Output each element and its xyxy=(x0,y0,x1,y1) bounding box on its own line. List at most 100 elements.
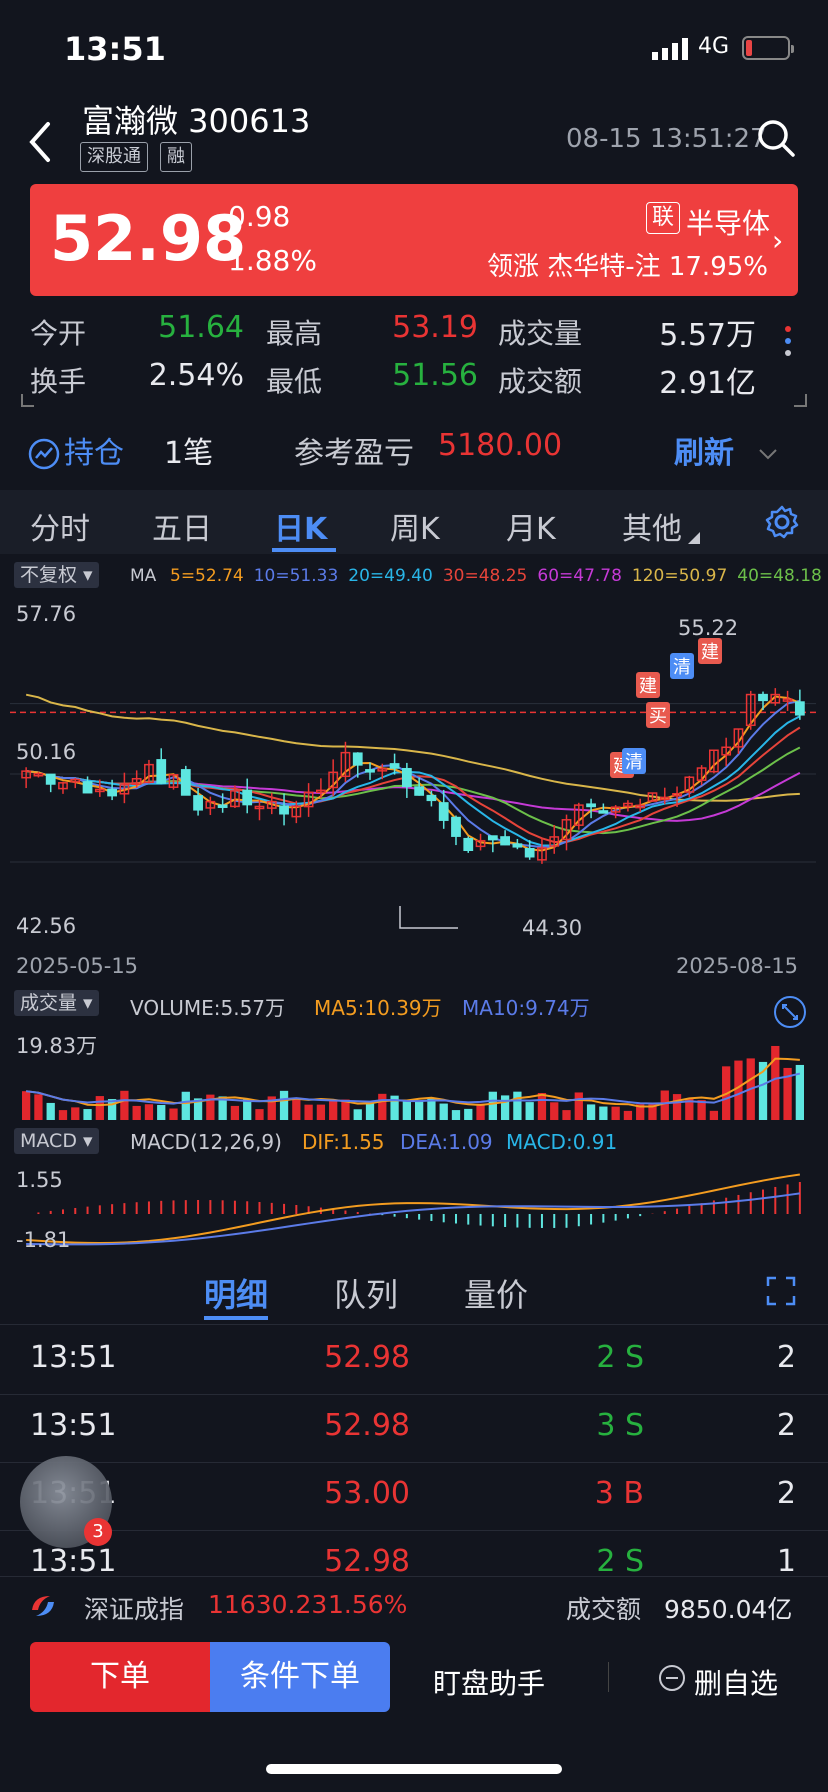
candle-body xyxy=(352,752,363,766)
back-arrow-icon[interactable] xyxy=(26,120,56,164)
candle-body xyxy=(573,804,584,826)
exchange-logo-icon xyxy=(32,1596,54,1616)
sector-name[interactable]: 半导体 xyxy=(686,207,771,240)
ma-value-6: 40=48.18 xyxy=(737,566,822,586)
volume-bar xyxy=(120,1090,129,1120)
place-order-button[interactable]: 下单 xyxy=(30,1642,210,1712)
tab-queue[interactable]: 队列 xyxy=(334,1276,399,1314)
macd-indicator-label: MACD xyxy=(20,1130,77,1152)
dea-line xyxy=(26,1192,800,1246)
tag-shenguton: 深股通 xyxy=(80,142,148,172)
lian-badge: 联 xyxy=(646,202,680,234)
volume-bar xyxy=(488,1091,497,1120)
trade-signal-label: 清 xyxy=(673,657,691,678)
volume-dropdown[interactable]: 成交量 ▾ xyxy=(14,990,99,1016)
high-label: 最高 xyxy=(266,317,323,350)
tab-five-day[interactable]: 五日 xyxy=(152,512,212,547)
volume-bar xyxy=(685,1098,694,1120)
candle-body xyxy=(230,790,240,808)
search-icon[interactable] xyxy=(756,118,796,158)
remove-watchlist-button[interactable]: 删自选 xyxy=(694,1667,779,1700)
tab-volume-price[interactable]: 量价 xyxy=(464,1276,529,1314)
volume-bar xyxy=(83,1109,92,1120)
candle-body xyxy=(21,770,32,779)
volume-bar xyxy=(378,1093,387,1120)
action-separator xyxy=(608,1662,609,1692)
volume-bar xyxy=(709,1110,719,1120)
tab-daily-k[interactable]: 日K xyxy=(274,512,328,547)
volume-bar xyxy=(243,1099,252,1120)
index-amount-label: 成交额 xyxy=(566,1595,642,1624)
index-bar[interactable] xyxy=(0,1576,828,1636)
trade-signal-marker xyxy=(670,653,694,679)
holding-icon xyxy=(28,438,60,470)
volume-bar xyxy=(71,1107,80,1120)
amount-label: 成交额 xyxy=(498,365,583,398)
candle-body xyxy=(758,693,768,702)
candle-body xyxy=(426,794,437,802)
watch-helper-button[interactable]: 盯盘助手 xyxy=(432,1667,545,1700)
ma-value-0: 5=52.74 xyxy=(170,566,244,586)
fullscreen-icon[interactable] xyxy=(766,1276,796,1306)
candle-body xyxy=(401,767,412,788)
trade-volume: 3 B xyxy=(594,1476,644,1511)
volume-chart[interactable] xyxy=(10,1020,816,1120)
more-dots-icon[interactable] xyxy=(782,326,794,370)
chevron-down-icon[interactable] xyxy=(758,448,778,460)
candle-body xyxy=(266,800,277,809)
candle-body xyxy=(119,784,130,795)
low-label: 最低 xyxy=(266,365,323,398)
ma-value-3: 30=48.25 xyxy=(442,566,528,586)
volume-label: 成交量 xyxy=(498,317,583,350)
candle-body xyxy=(205,800,216,809)
candle-body xyxy=(45,773,56,785)
macd-dropdown[interactable]: MACD ▾ xyxy=(14,1128,99,1154)
candle-body xyxy=(463,837,474,852)
trade-count: 2 xyxy=(776,1340,796,1375)
adjust-label: 不复权 xyxy=(20,564,78,586)
volume-bar xyxy=(427,1098,436,1120)
volume-bar xyxy=(636,1104,645,1120)
adjust-dropdown[interactable]: 不复权 ▾ xyxy=(14,562,99,588)
volume-bar xyxy=(365,1103,375,1120)
date-start: 2025-05-15 xyxy=(16,954,139,978)
candle-body xyxy=(377,768,388,772)
stock-title: 富瀚微 300613 xyxy=(82,102,311,140)
volume-bar xyxy=(500,1095,510,1120)
k-high-mark: 55.22 xyxy=(678,616,739,640)
candle-body xyxy=(438,802,449,821)
volume-ma5: MA5:10.39万 xyxy=(314,996,442,1020)
tab-intraday[interactable]: 分时 xyxy=(30,512,90,547)
conditional-order-button[interactable]: 条件下单 xyxy=(210,1642,390,1712)
volume-bar xyxy=(415,1100,424,1120)
macd-dea: DEA:1.09 xyxy=(400,1130,493,1154)
trade-time: 13:51 xyxy=(30,1408,117,1443)
ma-line xyxy=(26,715,801,847)
tab-detail[interactable]: 明细 xyxy=(204,1276,269,1314)
high-value: 53.19 xyxy=(392,310,478,345)
pnl-label: 参考盈亏 xyxy=(294,436,414,471)
tab-weekly-k[interactable]: 周K xyxy=(390,512,440,547)
candle-body xyxy=(794,701,805,716)
expand-chart-icon[interactable] xyxy=(772,994,808,1030)
macd-chart[interactable] xyxy=(10,1160,816,1256)
date-end: 2025-08-15 xyxy=(676,954,799,978)
macd-axis-bottom: -1.81 xyxy=(16,1228,71,1252)
tab-monthly-k[interactable]: 月K xyxy=(506,512,556,547)
trade-count: 2 xyxy=(776,1408,796,1443)
k-low-mark: 44.30 xyxy=(522,916,583,940)
volume-axis-max: 19.83万 xyxy=(16,1034,98,1058)
tab-other[interactable]: 其他 xyxy=(622,512,682,547)
candlestick-chart[interactable]: 建清建买建清 xyxy=(10,598,816,950)
holding-label[interactable]: 持仓 xyxy=(64,436,124,471)
candle-body xyxy=(82,781,93,794)
volume-bar xyxy=(132,1105,141,1120)
turnover-label: 换手 xyxy=(30,365,87,398)
gear-icon[interactable] xyxy=(764,504,800,540)
candle-body xyxy=(365,769,375,773)
volume-readout: VOLUME:5.57万 xyxy=(130,996,286,1020)
refresh-button[interactable]: 刷新 xyxy=(674,436,734,471)
trade-count: 2 xyxy=(776,1476,796,1511)
chevron-right-icon[interactable]: › xyxy=(772,224,784,257)
candle-body xyxy=(524,847,535,858)
